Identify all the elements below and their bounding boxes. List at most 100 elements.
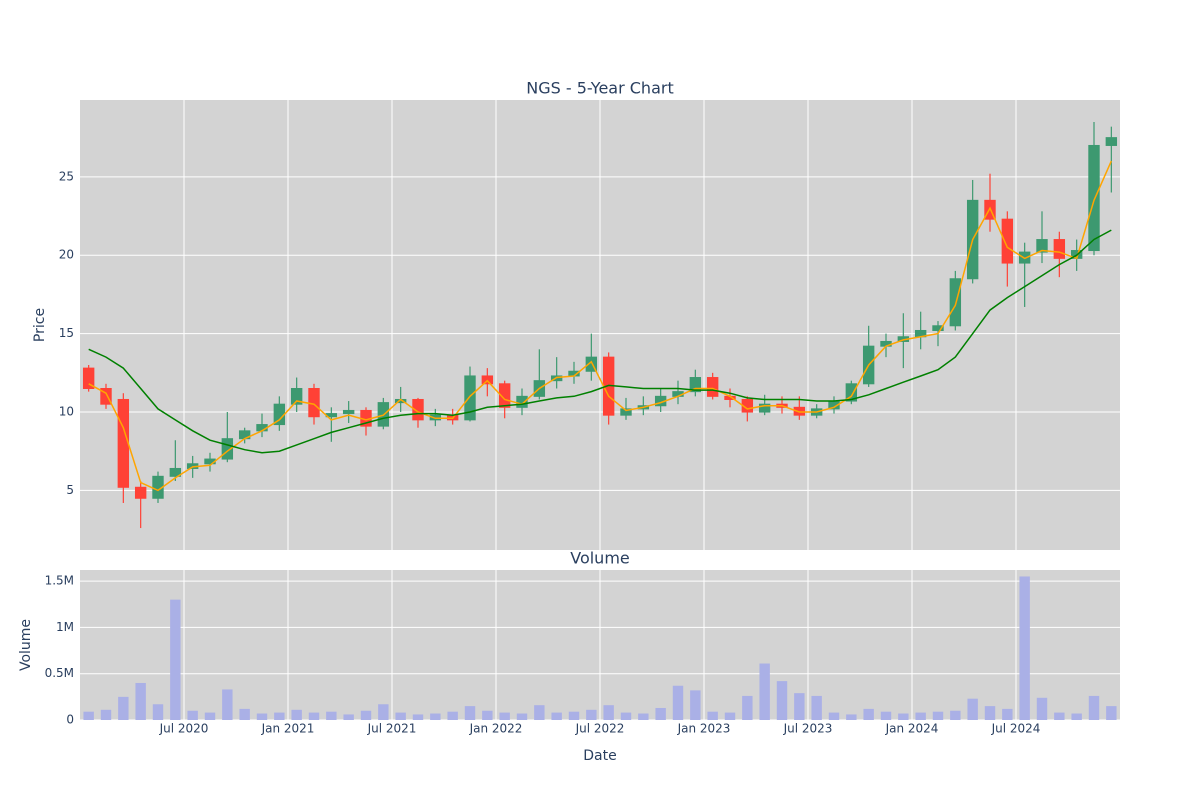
candle-body: [689, 377, 702, 393]
x-tick-label: Jul 2022: [575, 722, 625, 736]
volume-bar: [1002, 708, 1013, 720]
volume-bar: [378, 704, 389, 720]
volume-bar: [932, 711, 944, 720]
volume-bar: [118, 696, 129, 720]
volume-bar: [759, 663, 770, 720]
candle-body: [308, 388, 320, 418]
x-tick-label: Jul 2023: [783, 722, 833, 736]
volume-bar: [291, 709, 302, 720]
candle-body: [1088, 144, 1100, 252]
volume-bar: [412, 714, 424, 720]
candle-body: [100, 388, 112, 405]
volume-bar: [846, 714, 857, 720]
candle-body: [412, 398, 424, 421]
candle-body: [585, 356, 598, 372]
candle-body: [1105, 137, 1118, 146]
volume-bar: [516, 713, 528, 720]
volume-bar: [1019, 576, 1030, 720]
candle-body: [706, 377, 719, 397]
candle-body: [290, 388, 303, 405]
candle-body: [845, 383, 858, 402]
y-tick-label: 0: [66, 713, 74, 727]
candle-body: [932, 325, 944, 331]
candle-body: [464, 375, 476, 421]
candle-body: [169, 467, 182, 477]
candle-body: [117, 398, 130, 488]
x-axis-title: Date: [583, 748, 616, 764]
volume-bar: [1106, 706, 1117, 720]
volume-bar: [170, 599, 181, 720]
candle-body: [1053, 239, 1066, 259]
x-tick-label: Jul 2020: [159, 722, 209, 736]
candle-body: [1036, 239, 1048, 253]
y-tick-label: 15: [59, 326, 74, 340]
chart-title: NGS - 5-Year Chart: [526, 79, 673, 98]
volume-bar: [568, 711, 580, 720]
volume-bar: [430, 713, 441, 720]
volume-bar: [499, 712, 510, 720]
volume-bar: [1054, 712, 1065, 720]
volume-bar: [794, 693, 805, 720]
volume-bar: [482, 710, 493, 720]
candle-body: [516, 395, 528, 408]
candle-body: [429, 414, 442, 421]
volume-bar: [256, 713, 268, 720]
volume-bar: [395, 712, 406, 720]
y-tick-label: 20: [59, 248, 74, 262]
x-tick-label: Jan 2024: [885, 722, 939, 736]
volume-bar: [880, 711, 892, 720]
y-axis-title: Price: [32, 308, 48, 342]
y-tick-label: 10: [59, 405, 74, 419]
subplot-title: Volume: [570, 549, 630, 568]
volume-bar: [83, 711, 94, 720]
y-tick-label: 1.5M: [45, 574, 74, 588]
y-tick-label: 25: [59, 169, 74, 183]
volume-bar: [343, 714, 354, 720]
moving-average-line: [88, 160, 1112, 492]
volume-bar: [776, 681, 788, 720]
x-tick-label: Jan 2021: [261, 722, 315, 736]
volume-bar: [707, 711, 718, 720]
x-tick-label: Jan 2023: [677, 722, 731, 736]
volume-bar: [603, 705, 614, 720]
volume-bar: [239, 708, 250, 720]
volume-bar: [655, 707, 666, 720]
volume-bar: [135, 682, 146, 720]
volume-bar: [915, 712, 926, 720]
volume-bar: [638, 713, 649, 720]
volume-bar: [586, 709, 597, 720]
volume-bar: [690, 690, 701, 720]
volume-bar: [950, 710, 961, 720]
y-tick-label: 5: [66, 483, 74, 497]
volume-bar: [100, 709, 112, 720]
volume-bar: [222, 689, 233, 720]
volume-bar: [360, 710, 372, 720]
candle-body: [342, 409, 355, 415]
volume-bar: [672, 685, 684, 720]
moving-average-line: [88, 229, 1112, 454]
volume-bar: [187, 710, 198, 720]
y-axis-title: Volume: [18, 619, 34, 671]
candle-body: [221, 438, 234, 460]
volume-bar: [984, 706, 996, 720]
volume-bar: [326, 711, 337, 720]
x-tick-label: Jul 2021: [367, 722, 417, 736]
volume-bar: [620, 712, 632, 720]
x-tick-label: Jan 2022: [469, 722, 523, 736]
volume-bar: [152, 704, 164, 720]
y-tick-label: 1M: [56, 620, 74, 634]
volume-bar: [308, 712, 320, 720]
y-tick-label: 0.5M: [45, 666, 74, 680]
volume-bar: [742, 695, 753, 720]
volume-bar: [464, 706, 476, 720]
volume-bar: [204, 712, 216, 720]
volume-bar: [447, 711, 458, 720]
volume-bar: [1088, 695, 1100, 720]
candle-body: [1001, 218, 1014, 264]
volume-bar: [828, 712, 840, 720]
candle-body: [134, 486, 147, 499]
volume-bar: [967, 698, 978, 720]
volume-bar: [811, 695, 822, 720]
